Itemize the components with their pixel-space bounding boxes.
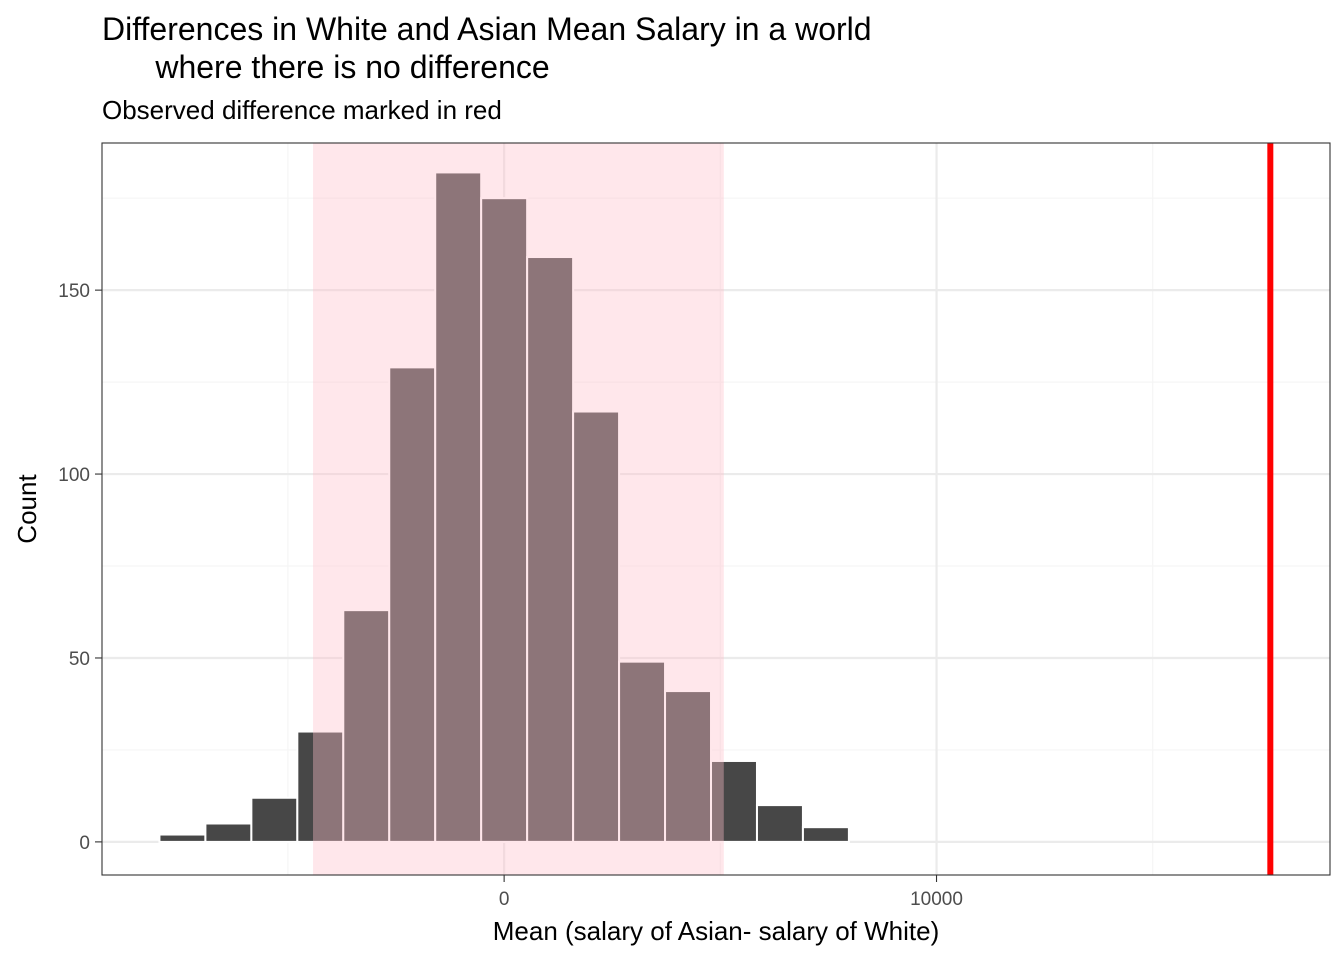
histogram-bar-1 — [204, 822, 253, 843]
y-axis-label: Count — [12, 474, 42, 544]
histogram-bar-7 — [480, 197, 529, 843]
y-tick-label-2: 100 — [58, 465, 90, 486]
histogram-bar-12 — [710, 759, 758, 843]
histogram-bar-6 — [434, 171, 483, 843]
histogram-bar-0 — [158, 833, 207, 843]
histogram-bar-14 — [801, 826, 850, 843]
x-tick-label-0: 0 — [499, 889, 510, 910]
chart-subtitle: Observed difference marked in red — [102, 95, 502, 125]
histogram-bar-13 — [755, 804, 804, 843]
histogram-bar-2 — [250, 796, 299, 843]
x-tick-label-1: 10000 — [910, 889, 963, 910]
histogram-bars — [158, 171, 850, 843]
interval-shade — [313, 143, 724, 875]
histogram-bar-3 — [296, 730, 345, 843]
y-tick-label-3: 150 — [58, 281, 90, 302]
y-tick-label-1: 50 — [69, 649, 90, 670]
panel-border — [101, 142, 1331, 876]
histogram-bar-4 — [342, 609, 391, 843]
chart-title: Differences in White and Asian Mean Sala… — [102, 11, 872, 85]
axes: 0 50 100 150 0 10000 — [58, 281, 963, 910]
x-axis-label: Mean (salary of Asian- salary of White) — [493, 916, 940, 946]
y-tick-label-0: 0 — [79, 833, 90, 854]
histogram-bar-9 — [572, 410, 621, 843]
histogram-bar-11 — [664, 690, 713, 843]
interval-shade-layer — [313, 143, 724, 875]
histogram-bar-5 — [388, 366, 437, 843]
